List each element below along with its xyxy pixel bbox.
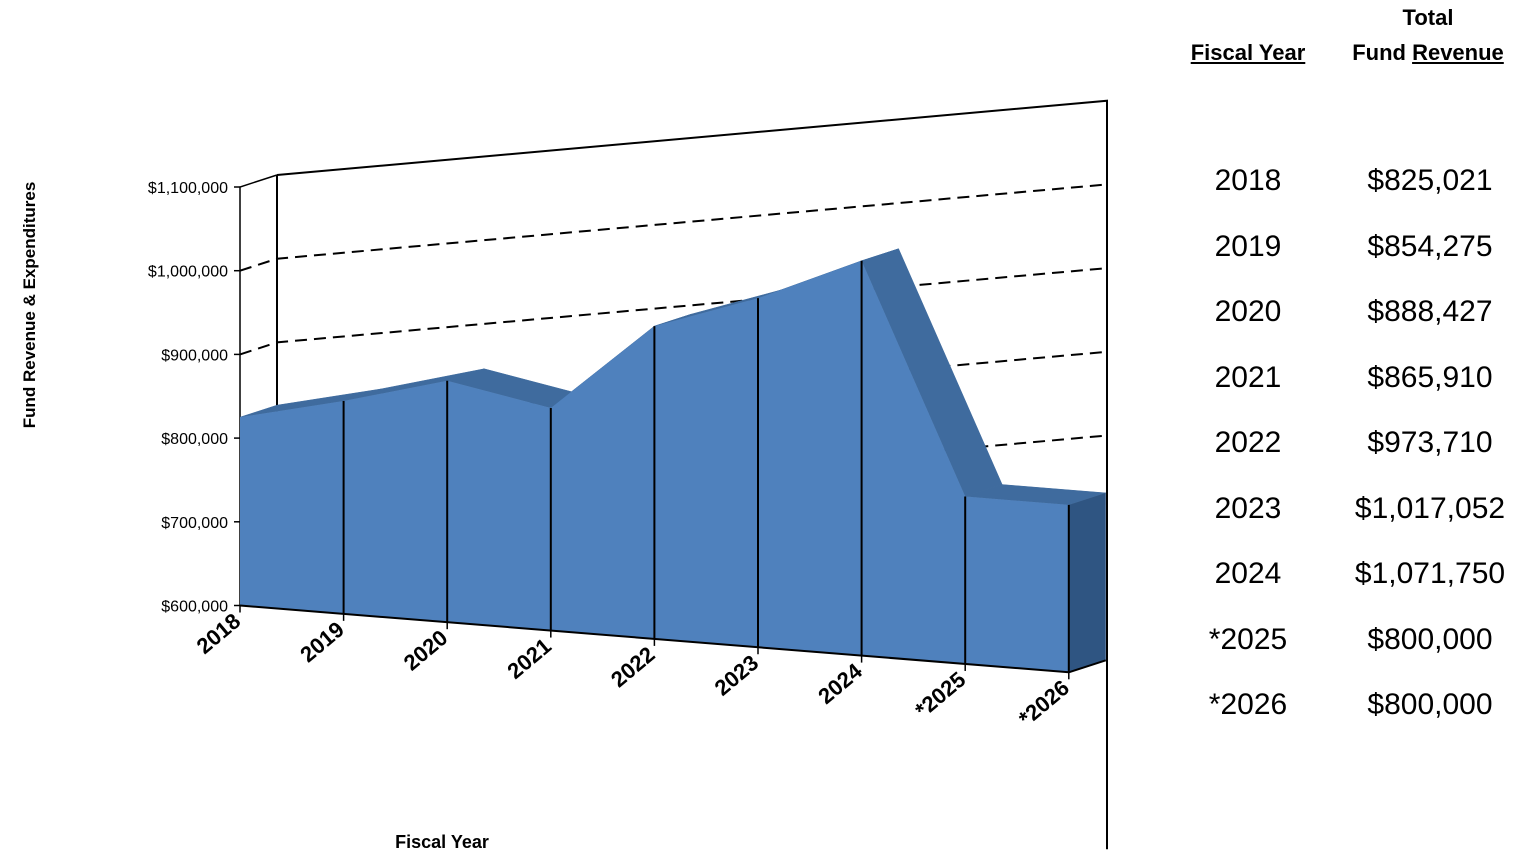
y-tick-label: $1,000,000 bbox=[148, 264, 228, 281]
y-tick-label: $700,000 bbox=[161, 515, 228, 532]
table-row: 2019 $854,275 bbox=[1180, 230, 1520, 270]
table-row: 2022 $973,710 bbox=[1180, 426, 1520, 466]
table-cell-revenue: $800,000 bbox=[1367, 622, 1493, 656]
x-tick-label: *2025 bbox=[910, 667, 970, 723]
table-cell-year: 2018 bbox=[1214, 164, 1282, 197]
x-tick-label: 2019 bbox=[295, 617, 349, 668]
y-tick-label: $900,000 bbox=[161, 347, 228, 364]
table-cell-revenue: $1,071,750 bbox=[1354, 557, 1506, 590]
table-row: *2025 $800,000 bbox=[1180, 623, 1520, 663]
table-header-fund-revenue: Fund Revenue bbox=[1338, 40, 1518, 66]
table-cell-year: *2026 bbox=[1208, 688, 1288, 721]
table-cell-revenue: $1,017,052 bbox=[1354, 491, 1506, 525]
x-tick-label: 2022 bbox=[606, 642, 660, 693]
y-tick-label: $600,000 bbox=[161, 599, 228, 616]
table-header-fund: Fund bbox=[1352, 40, 1406, 65]
x-tick-label: 2024 bbox=[813, 658, 867, 709]
x-tick-label: 2023 bbox=[710, 650, 764, 701]
gridline bbox=[239, 183, 1108, 272]
table-header-fiscal-year: Fiscal Year bbox=[1190, 40, 1306, 65]
back-wall-frame bbox=[276, 99, 1108, 850]
table-cell-revenue: $888,427 bbox=[1367, 295, 1493, 328]
x-tick-label: *2026 bbox=[1014, 675, 1074, 731]
table-cell-year: 2021 bbox=[1214, 360, 1282, 394]
area-side-face bbox=[1068, 492, 1106, 673]
table-row: 2021 $865,910 bbox=[1180, 361, 1520, 401]
y-tick-label: $800,000 bbox=[161, 431, 228, 448]
table-row: 2024 $1,071,750 bbox=[1180, 557, 1520, 597]
y-tick-label: $1,100,000 bbox=[148, 180, 228, 197]
x-tick-label: 2020 bbox=[399, 625, 453, 676]
table-cell-year: 2020 bbox=[1214, 295, 1282, 328]
table-cell-year: 2019 bbox=[1214, 229, 1282, 263]
table-cell-year: 2022 bbox=[1214, 426, 1282, 459]
table-header-total: Total bbox=[1402, 5, 1454, 30]
table-cell-year: 2024 bbox=[1214, 557, 1282, 590]
table-row: 2023 $1,017,052 bbox=[1180, 492, 1520, 532]
table-row: 2020 $888,427 bbox=[1180, 295, 1520, 335]
table-cell-year: 2023 bbox=[1214, 491, 1282, 525]
floor-right-edge bbox=[1068, 659, 1107, 674]
y-axis-ticks: $600,000 $700,000 $800,000 $900,000 $1,000,0… bbox=[148, 180, 240, 616]
table-cell-revenue: $800,000 bbox=[1367, 688, 1493, 721]
x-tick-label: 2021 bbox=[502, 633, 556, 684]
table-cell-revenue: $854,275 bbox=[1367, 229, 1493, 263]
table-cell-year: *2025 bbox=[1208, 622, 1288, 656]
table-row: *2026 $800,000 bbox=[1180, 688, 1520, 728]
x-axis-label: Fiscal Year bbox=[395, 832, 489, 852]
table-cell-revenue: $865,910 bbox=[1367, 360, 1493, 394]
table-row: 2018 $825,021 bbox=[1180, 164, 1520, 204]
table-cell-revenue: $973,710 bbox=[1367, 426, 1493, 459]
table-header-revenue: Revenue bbox=[1412, 40, 1504, 65]
area-series bbox=[239, 248, 1107, 674]
y-axis-label: Fund Revenue & Expenditures bbox=[20, 181, 39, 429]
table-cell-revenue: $825,021 bbox=[1367, 164, 1493, 197]
x-tick-label: 2018 bbox=[192, 608, 246, 659]
